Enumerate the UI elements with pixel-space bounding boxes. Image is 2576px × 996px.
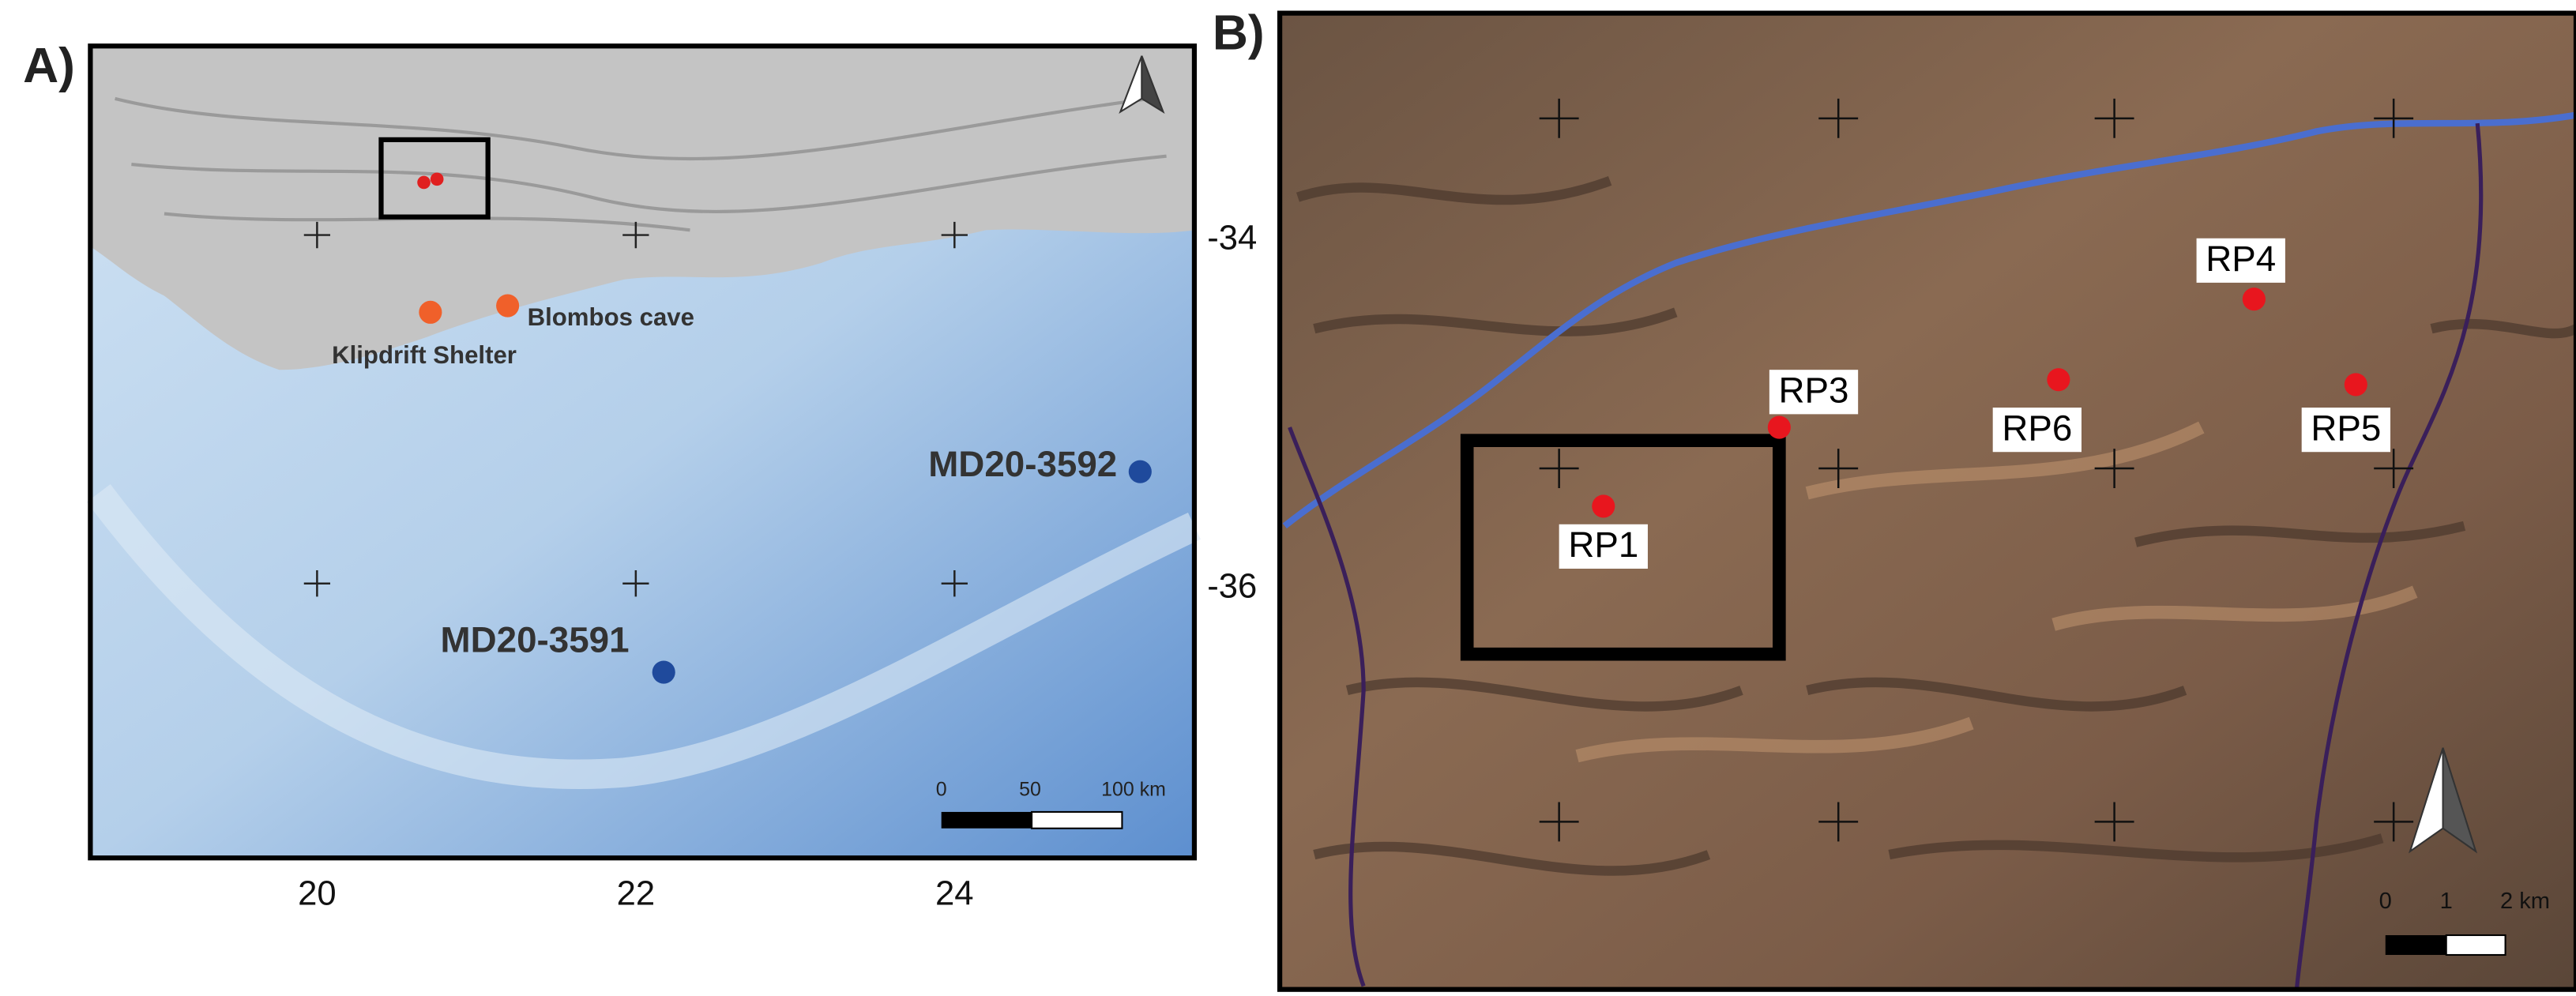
site-label: RP6 xyxy=(2002,408,2072,448)
site-dot xyxy=(1768,415,1791,438)
site-label: RP3 xyxy=(1779,370,1849,410)
y-tick-label: -36 xyxy=(1207,566,1257,605)
y-tick-label: -34 xyxy=(1207,218,1257,257)
scale-label: 1 xyxy=(2440,889,2453,914)
site-dot xyxy=(419,301,442,324)
core-label: MD20-3591 xyxy=(441,620,630,660)
scale-label: 0 xyxy=(936,778,947,800)
panel-label: B) xyxy=(1213,6,1265,60)
scale-label: 50 xyxy=(1019,778,1041,800)
panel-label: A) xyxy=(23,39,75,93)
map-a: Klipdrift Shelter Blombos cave MD20-3592… xyxy=(90,46,1257,912)
scale-bar xyxy=(942,812,1032,829)
site-label: RP1 xyxy=(1568,524,1638,565)
scale-label: 0 xyxy=(2379,889,2392,914)
x-tick-label: 24 xyxy=(935,874,974,913)
figure: A) Klipdrift Shelter Blombos cave MD20-3… xyxy=(0,0,2576,996)
page: A) Klipdrift Shelter Blombos cave MD20-3… xyxy=(0,0,2576,996)
core-dot xyxy=(1129,460,1152,483)
site-dot xyxy=(496,294,519,317)
site-dot xyxy=(431,172,444,186)
x-tick-label: 22 xyxy=(617,874,656,913)
site-label: RP4 xyxy=(2206,239,2276,279)
x-tick-label: 20 xyxy=(298,874,337,913)
site-label: Klipdrift Shelter xyxy=(332,341,517,369)
site-label: Blombos cave xyxy=(528,303,694,331)
scale-label: 2 km xyxy=(2500,889,2550,914)
core-label: MD20-3592 xyxy=(928,444,1117,484)
scale-label: 100 km xyxy=(1101,778,1166,800)
site-dot xyxy=(2243,288,2266,310)
scale-bar xyxy=(2446,935,2506,955)
map-b: RP1 RP3 RP6 RP4 RP5 0 1 2 km xyxy=(1280,13,2576,990)
core-dot xyxy=(652,661,675,684)
site-label: RP5 xyxy=(2311,408,2381,448)
site-dot xyxy=(417,176,431,190)
site-dot xyxy=(2047,368,2070,391)
scale-bar xyxy=(1032,812,1122,829)
site-dot xyxy=(2345,373,2367,396)
site-dot xyxy=(1592,494,1615,517)
scale-bar xyxy=(2386,935,2446,955)
